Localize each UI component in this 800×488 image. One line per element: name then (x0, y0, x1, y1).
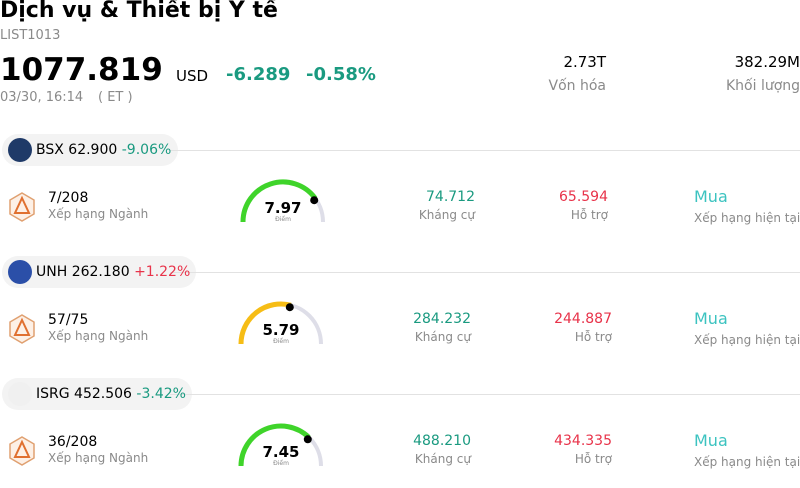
stat-label: Khối lượng (726, 78, 800, 94)
resistance: 488.210 (413, 433, 471, 449)
rank-icon-inner (13, 439, 31, 458)
resistance: 74.712 (426, 189, 475, 205)
rank-icon-inner (13, 317, 31, 336)
logo (8, 260, 32, 284)
stat-label: Vốn hóa (548, 78, 606, 94)
logo (8, 138, 32, 162)
change-pct: -9.06% (121, 142, 172, 158)
gauge-fill (238, 423, 311, 467)
stock-pill[interactable] (2, 378, 192, 410)
score-label: Điểm (273, 338, 289, 345)
rating-label: Xếp hạng hiện tại (694, 211, 800, 225)
gauge-dot (285, 303, 294, 312)
support-label: Hỗ trợ (574, 452, 612, 466)
score: 5.79 (262, 321, 300, 339)
ticker: UNH (36, 264, 68, 280)
gauge-fill (238, 301, 292, 345)
logo (8, 382, 32, 406)
rank: 57/75 (48, 312, 89, 328)
rank-label: Xếp hạng Ngành (48, 207, 149, 221)
rank-icon-inner (13, 195, 31, 214)
code: LIST1013 (0, 28, 61, 43)
title: Dịch vụ & Thiết bị Y tế (0, 0, 278, 23)
gauge-dot (303, 435, 312, 444)
score-label: Điểm (275, 216, 291, 223)
divider (170, 272, 800, 273)
rank-label: Xếp hạng Ngành (48, 329, 149, 343)
support-label: Hỗ trợ (570, 208, 608, 222)
price: 262.180 (71, 264, 130, 280)
score: 7.45 (262, 443, 300, 461)
rating: Mua (694, 187, 728, 206)
stat-value: 382.29M (734, 53, 800, 71)
support: 244.887 (554, 311, 612, 327)
change-pct: -0.58% (306, 64, 376, 85)
resistance-label: Kháng cự (418, 208, 475, 222)
rating: Mua (694, 309, 728, 328)
change-pct: +1.22% (134, 264, 191, 280)
stock-head: ISRG 452.506 -3.42% (36, 386, 186, 402)
timezone: ( ET ) (98, 90, 133, 105)
rank: 7/208 (48, 190, 89, 206)
score: 7.97 (264, 199, 302, 217)
divider (170, 150, 800, 151)
price: 452.506 (74, 386, 132, 402)
support: 434.335 (554, 433, 612, 449)
rating-label: Xếp hạng hiện tại (694, 455, 800, 469)
rank: 36/208 (48, 434, 98, 450)
ticker: BSX (36, 142, 64, 158)
ticker: ISRG (36, 386, 70, 402)
score-label: Điểm (273, 460, 289, 467)
rating-label: Xếp hạng hiện tại (694, 333, 800, 347)
resistance-label: Kháng cự (414, 452, 471, 466)
time: 03/30, 16:14 (0, 90, 84, 105)
gauge-fill (240, 179, 318, 223)
currency: USD (176, 67, 209, 85)
stock-head: BSX 62.900 -9.06% (36, 142, 171, 158)
rating: Mua (694, 431, 728, 450)
support-label: Hỗ trợ (574, 330, 612, 344)
rank-label: Xếp hạng Ngành (48, 451, 149, 465)
price: 62.900 (68, 142, 118, 158)
change: -6.289 (226, 64, 291, 85)
resistance: 284.232 (413, 311, 471, 327)
resistance-label: Kháng cự (414, 330, 471, 344)
stock-pill[interactable] (2, 256, 196, 288)
stat-value: 2.73T (563, 53, 606, 71)
divider (170, 394, 800, 395)
stock-head: UNH 262.180 +1.22% (36, 264, 190, 280)
support: 65.594 (559, 189, 608, 205)
gauge-dot (310, 196, 319, 205)
price: 1077.819 (0, 52, 163, 88)
change-pct: -3.42% (136, 386, 186, 402)
